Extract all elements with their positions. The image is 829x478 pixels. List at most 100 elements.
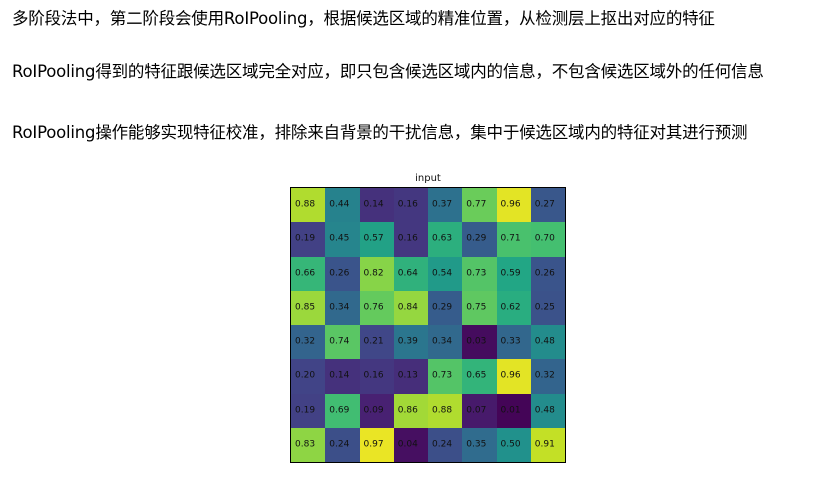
- heatmap-cell: 0.66: [291, 256, 326, 291]
- heatmap-cell-label: 0.63: [432, 233, 453, 244]
- text-line-3: RoIPooling操作能够实现特征校准，排除来自背景的干扰信息，集中于候选区域…: [12, 123, 748, 142]
- heatmap-cell-label: 0.83: [295, 439, 316, 450]
- heatmap-cell: 0.63: [428, 222, 463, 257]
- heatmap-cell-label: 0.09: [363, 405, 384, 416]
- heatmap-cell-label: 0.64: [397, 268, 418, 279]
- text-line-2: RoIPooling得到的特征跟候选区域完全对应，即只包含候选区域内的信息，不包…: [12, 62, 764, 81]
- heatmap-cell-label: 0.76: [363, 302, 384, 313]
- heatmap-cell: 0.29: [428, 290, 463, 325]
- heatmap-cell-label: 0.88: [432, 405, 453, 416]
- heatmap-cell-label: 0.66: [295, 268, 316, 279]
- heatmap-cell-label: 0.88: [295, 199, 316, 210]
- heatmap-cell-label: 0.97: [363, 439, 384, 450]
- heatmap-cell: 0.62: [496, 290, 531, 325]
- heatmap-figure: input 0.88 0.44 0.14 0.16 0.37 0.77 0.96 0.27 0.…: [290, 172, 568, 466]
- heatmap-cell: 0.74: [325, 325, 360, 360]
- heatmap-cell: 0.25: [530, 290, 565, 325]
- heatmap-title: input: [415, 173, 441, 184]
- heatmap-cell: 0.48: [530, 393, 565, 428]
- heatmap-cell: 0.13: [393, 359, 428, 394]
- heatmap-cell-label: 0.84: [397, 302, 418, 313]
- heatmap-cell: 0.29: [462, 222, 497, 257]
- heatmap-cell-label: 0.26: [534, 268, 555, 279]
- heatmap-cell: 0.34: [428, 325, 463, 360]
- heatmap-cell: 0.16: [359, 359, 394, 394]
- heatmap-cell-label: 0.16: [397, 199, 418, 210]
- heatmap-cell: 0.26: [325, 256, 360, 291]
- heatmap-cell: 0.96: [496, 188, 531, 223]
- heatmap-cell-label: 0.19: [295, 405, 316, 416]
- heatmap-cell: 0.50: [496, 427, 531, 462]
- heatmap-cell: 0.84: [393, 290, 428, 325]
- heatmap-cell: 0.54: [428, 256, 463, 291]
- heatmap-cell-label: 0.33: [500, 336, 521, 347]
- heatmap-cell: 0.34: [325, 290, 360, 325]
- heatmap-cell-label: 0.14: [363, 199, 384, 210]
- heatmap-cell-label: 0.24: [329, 439, 350, 450]
- heatmap-cell: 0.73: [462, 256, 497, 291]
- heatmap-cell: 0.19: [291, 222, 326, 257]
- heatmap-cell: 0.73: [428, 359, 463, 394]
- heatmap-cell: 0.86: [393, 393, 428, 428]
- heatmap-cell: 0.44: [325, 188, 360, 223]
- heatmap-cell-label: 0.39: [397, 336, 418, 347]
- heatmap-cell: 0.32: [530, 359, 565, 394]
- heatmap-cell: 0.82: [359, 256, 394, 291]
- heatmap-cell-label: 0.86: [397, 405, 418, 416]
- heatmap-cell: 0.01: [496, 393, 531, 428]
- heatmap-cell-label: 0.34: [432, 336, 453, 347]
- heatmap-cell: 0.88: [291, 188, 326, 223]
- heatmap-cell: 0.16: [393, 222, 428, 257]
- heatmap-cell: 0.96: [496, 359, 531, 394]
- heatmap-cell: 0.64: [393, 256, 428, 291]
- heatmap-cell: 0.24: [325, 427, 360, 462]
- heatmap-cell-label: 0.16: [397, 233, 418, 244]
- heatmap-cell-label: 0.62: [500, 302, 521, 313]
- heatmap-cell: 0.21: [359, 325, 394, 360]
- heatmap-cell-label: 0.29: [432, 302, 453, 313]
- heatmap-cell-label: 0.14: [329, 370, 350, 381]
- heatmap-cell: 0.77: [462, 188, 497, 223]
- text-line-1: 多阶段法中，第二阶段会使用RoIPooling，根据候选区域的精准位置，从检测层…: [12, 9, 715, 28]
- heatmap-cell-label: 0.29: [466, 233, 487, 244]
- heatmap-cell: 0.20: [291, 359, 326, 394]
- heatmap-cell: 0.04: [393, 427, 428, 462]
- heatmap-cell: 0.09: [359, 393, 394, 428]
- heatmap-cell: 0.32: [291, 325, 326, 360]
- heatmap-cell: 0.83: [291, 427, 326, 462]
- heatmap-cell-label: 0.73: [466, 268, 487, 279]
- heatmap-cell: 0.27: [530, 188, 565, 223]
- heatmap-cell: 0.85: [291, 290, 326, 325]
- heatmap-cell-label: 0.73: [432, 370, 453, 381]
- heatmap-cell: 0.71: [496, 222, 531, 257]
- heatmap-cell: 0.59: [496, 256, 531, 291]
- heatmap-cell-label: 0.45: [329, 233, 350, 244]
- heatmap-cell-label: 0.37: [432, 199, 453, 210]
- heatmap-cell-label: 0.96: [500, 370, 521, 381]
- heatmap-cell-label: 0.21: [363, 336, 384, 347]
- heatmap-cell-label: 0.75: [466, 302, 487, 313]
- heatmap-cell: 0.48: [530, 325, 565, 360]
- heatmap-cell-label: 0.48: [534, 336, 555, 347]
- heatmap-cell: 0.91: [530, 427, 565, 462]
- heatmap-cell: 0.65: [462, 359, 497, 394]
- heatmap-cell: 0.14: [325, 359, 360, 394]
- heatmap-cell-label: 0.65: [466, 370, 487, 381]
- heatmap-cell-label: 0.35: [466, 439, 487, 450]
- heatmap-cell-label: 0.77: [466, 199, 487, 210]
- heatmap-cell-label: 0.50: [500, 439, 521, 450]
- heatmap-cell: 0.26: [530, 256, 565, 291]
- heatmap-cell-label: 0.91: [534, 439, 555, 450]
- heatmap-cell-label: 0.24: [432, 439, 453, 450]
- heatmap-cell: 0.76: [359, 290, 394, 325]
- heatmap-cell-label: 0.07: [466, 405, 487, 416]
- heatmap-cell: 0.70: [530, 222, 565, 257]
- heatmap-cell-label: 0.44: [329, 199, 350, 210]
- heatmap-cell: 0.33: [496, 325, 531, 360]
- heatmap-cell-label: 0.54: [432, 268, 453, 279]
- heatmap-cell-label: 0.03: [466, 336, 487, 347]
- heatmap-cell: 0.07: [462, 393, 497, 428]
- heatmap-cell-label: 0.70: [534, 233, 555, 244]
- heatmap-cell-label: 0.32: [534, 370, 555, 381]
- heatmap-cell-label: 0.85: [295, 302, 316, 313]
